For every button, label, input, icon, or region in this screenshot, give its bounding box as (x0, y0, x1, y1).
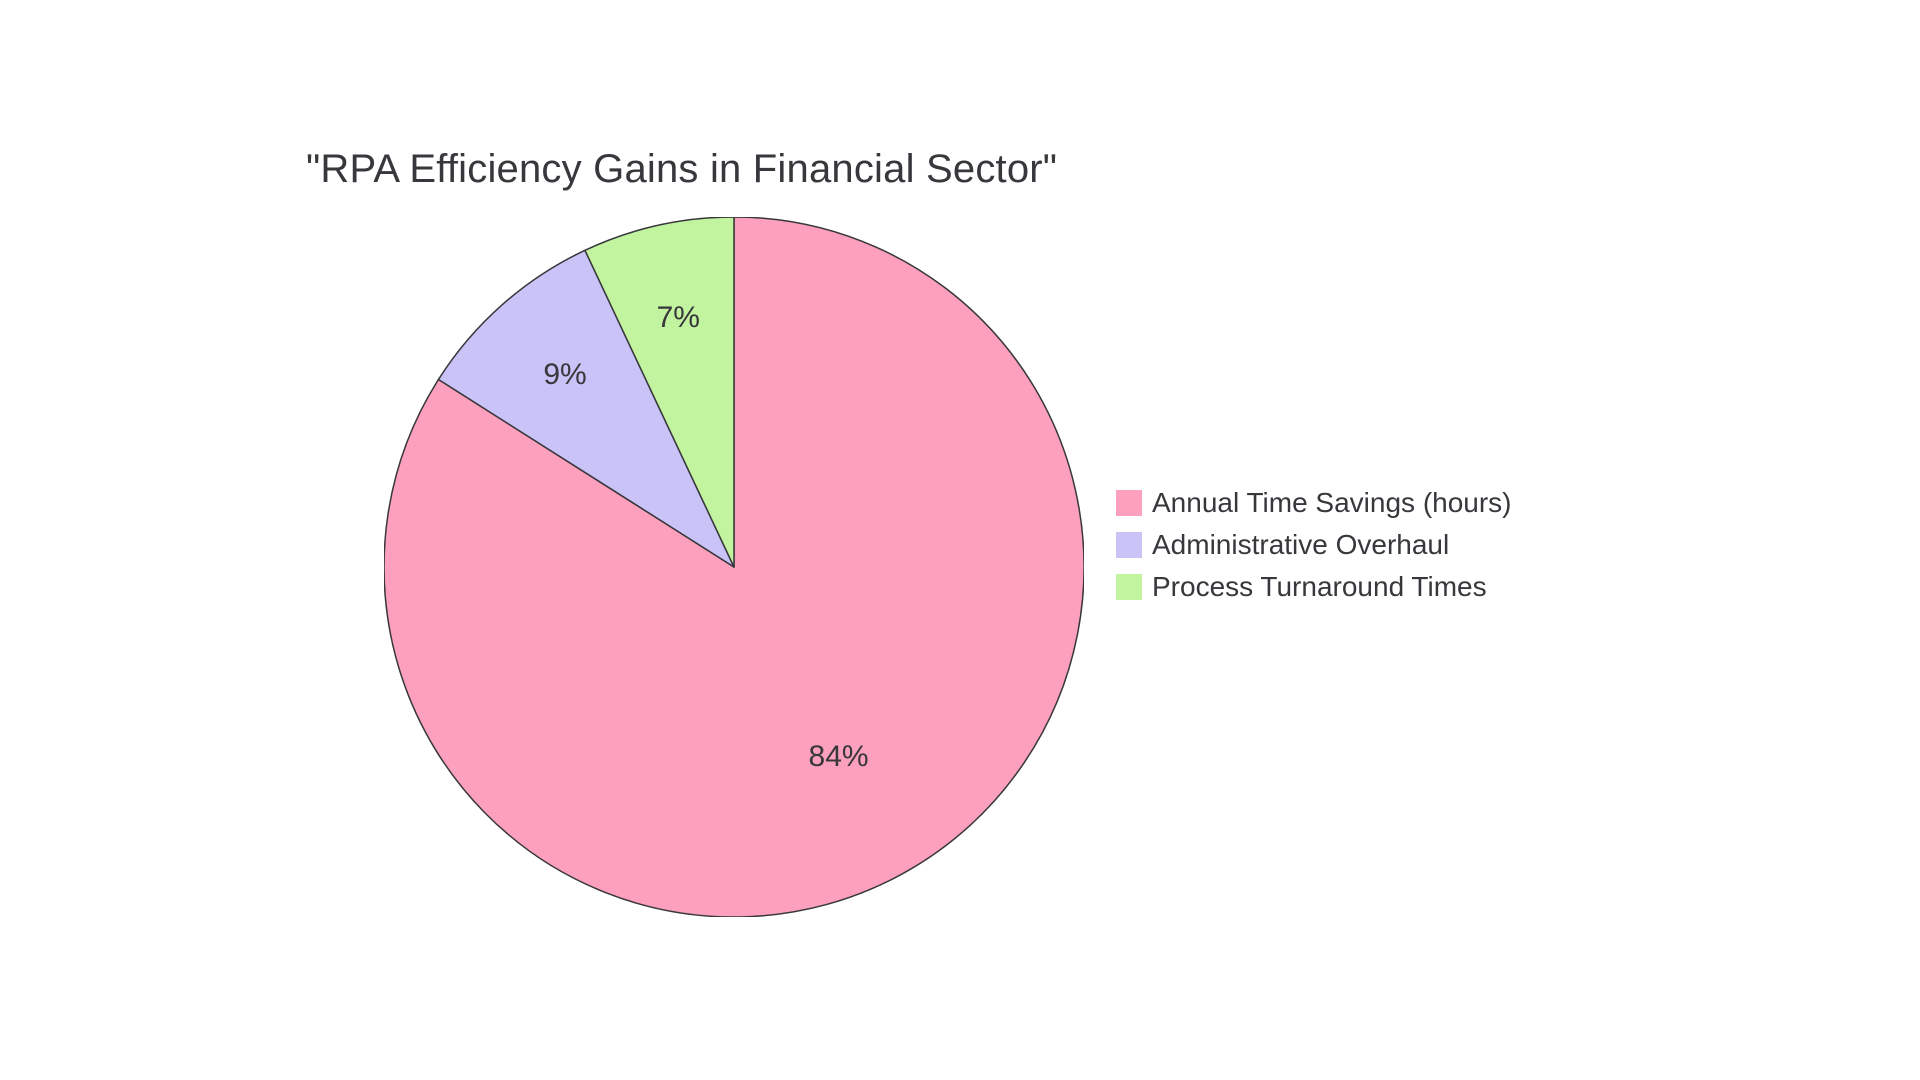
slice-label-administrative-overhaul: 9% (543, 358, 586, 392)
legend-swatch-icon (1116, 574, 1142, 600)
legend-label: Administrative Overhaul (1152, 529, 1449, 561)
pie-svg (384, 217, 1084, 917)
legend-item-process-turnaround: Process Turnaround Times (1116, 571, 1512, 603)
slice-label-process-turnaround: 7% (657, 301, 700, 335)
legend-label: Process Turnaround Times (1152, 571, 1487, 603)
legend-item-annual-time-savings: Annual Time Savings (hours) (1116, 487, 1512, 519)
pie-chart: 84% 9% 7% (384, 217, 1084, 917)
legend-item-administrative-overhaul: Administrative Overhaul (1116, 529, 1512, 561)
legend-swatch-icon (1116, 532, 1142, 558)
legend: Annual Time Savings (hours) Administrati… (1116, 487, 1512, 603)
legend-label: Annual Time Savings (hours) (1152, 487, 1512, 519)
slice-label-annual-time-savings: 84% (809, 740, 869, 774)
chart-title: "RPA Efficiency Gains in Financial Secto… (306, 147, 1057, 192)
legend-swatch-icon (1116, 490, 1142, 516)
